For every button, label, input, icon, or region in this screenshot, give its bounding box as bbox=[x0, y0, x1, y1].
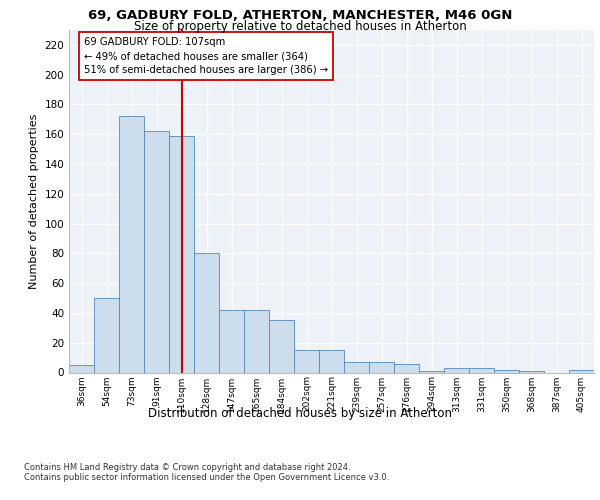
Text: Size of property relative to detached houses in Atherton: Size of property relative to detached ho… bbox=[134, 20, 466, 33]
Bar bbox=[344, 362, 369, 372]
Bar bbox=[469, 368, 494, 372]
Bar bbox=[394, 364, 419, 372]
Bar bbox=[219, 310, 244, 372]
Bar bbox=[319, 350, 344, 372]
Bar bbox=[244, 310, 269, 372]
Bar bbox=[519, 371, 544, 372]
Text: 69 GADBURY FOLD: 107sqm
← 49% of detached houses are smaller (364)
51% of semi-d: 69 GADBURY FOLD: 107sqm ← 49% of detache… bbox=[84, 38, 328, 76]
Bar bbox=[94, 298, 119, 372]
Text: Distribution of detached houses by size in Atherton: Distribution of detached houses by size … bbox=[148, 408, 452, 420]
Bar bbox=[444, 368, 469, 372]
Bar bbox=[119, 116, 144, 372]
Bar bbox=[494, 370, 519, 372]
Bar bbox=[369, 362, 394, 372]
Y-axis label: Number of detached properties: Number of detached properties bbox=[29, 114, 39, 289]
Bar bbox=[419, 371, 444, 372]
Bar bbox=[569, 370, 594, 372]
Bar bbox=[144, 132, 169, 372]
Bar bbox=[169, 136, 194, 372]
Bar bbox=[69, 365, 94, 372]
Text: 69, GADBURY FOLD, ATHERTON, MANCHESTER, M46 0GN: 69, GADBURY FOLD, ATHERTON, MANCHESTER, … bbox=[88, 9, 512, 22]
Bar bbox=[269, 320, 294, 372]
Bar bbox=[194, 254, 219, 372]
Text: Contains HM Land Registry data © Crown copyright and database right 2024.
Contai: Contains HM Land Registry data © Crown c… bbox=[24, 462, 389, 482]
Bar bbox=[294, 350, 319, 372]
